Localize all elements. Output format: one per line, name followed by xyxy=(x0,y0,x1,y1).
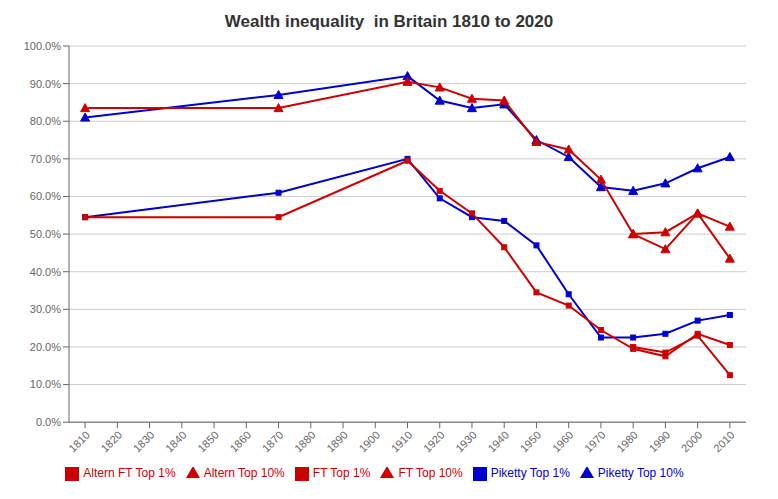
svg-text:1980: 1980 xyxy=(614,429,640,455)
svg-text:1920: 1920 xyxy=(421,429,447,455)
svg-text:10.0%: 10.0% xyxy=(30,378,61,390)
svg-text:100.0%: 100.0% xyxy=(24,40,62,52)
svg-text:1860: 1860 xyxy=(227,429,253,455)
svg-text:2000: 2000 xyxy=(679,429,705,455)
svg-text:1810: 1810 xyxy=(66,429,92,455)
svg-text:1990: 1990 xyxy=(647,429,673,455)
html-text:Wealth inequality in Britain 1: Wealth inequality in Britain 1810 to 202… xyxy=(224,12,554,31)
svg-text:70.0%: 70.0% xyxy=(30,153,61,165)
svg-text:1930: 1930 xyxy=(453,429,479,455)
svg-text:1950: 1950 xyxy=(518,429,544,455)
svg-text:1910: 1910 xyxy=(389,429,415,455)
svg-text:30.0%: 30.0% xyxy=(30,303,61,315)
html-text:Piketty Top 1%: Piketty Top 1% xyxy=(490,466,570,481)
html-text:Altern Top 10%: Altern Top 10% xyxy=(203,466,285,481)
svg-text:40.0%: 40.0% xyxy=(30,266,61,278)
svg-text:1830: 1830 xyxy=(131,429,157,455)
svg-text:1820: 1820 xyxy=(98,429,124,455)
svg-text:80.0%: 80.0% xyxy=(30,115,61,127)
html-text:Altern FT Top 1%: Altern FT Top 1% xyxy=(83,466,176,481)
svg-text:1850: 1850 xyxy=(195,429,221,455)
html-text:FT Top 1%: FT Top 1% xyxy=(312,466,371,481)
svg-text:20.0%: 20.0% xyxy=(30,341,61,353)
html-text:FT Top 10%: FT Top 10% xyxy=(398,466,463,481)
svg-text:1840: 1840 xyxy=(163,429,189,455)
svg-text:60.0%: 60.0% xyxy=(30,190,61,202)
svg-text:0.0%: 0.0% xyxy=(36,416,61,428)
svg-text:1940: 1940 xyxy=(485,429,511,455)
svg-text:1970: 1970 xyxy=(582,429,608,455)
html-text:Piketty Top 10%: Piketty Top 10% xyxy=(597,466,684,481)
svg-text:1890: 1890 xyxy=(324,429,350,455)
svg-text:90.0%: 90.0% xyxy=(30,78,61,90)
svg-text:1880: 1880 xyxy=(292,429,318,455)
svg-text:2010: 2010 xyxy=(711,429,737,455)
svg-text:1900: 1900 xyxy=(356,429,382,455)
svg-text:1960: 1960 xyxy=(550,429,576,455)
svg-text:50.0%: 50.0% xyxy=(30,228,61,240)
svg-text:1870: 1870 xyxy=(260,429,286,455)
